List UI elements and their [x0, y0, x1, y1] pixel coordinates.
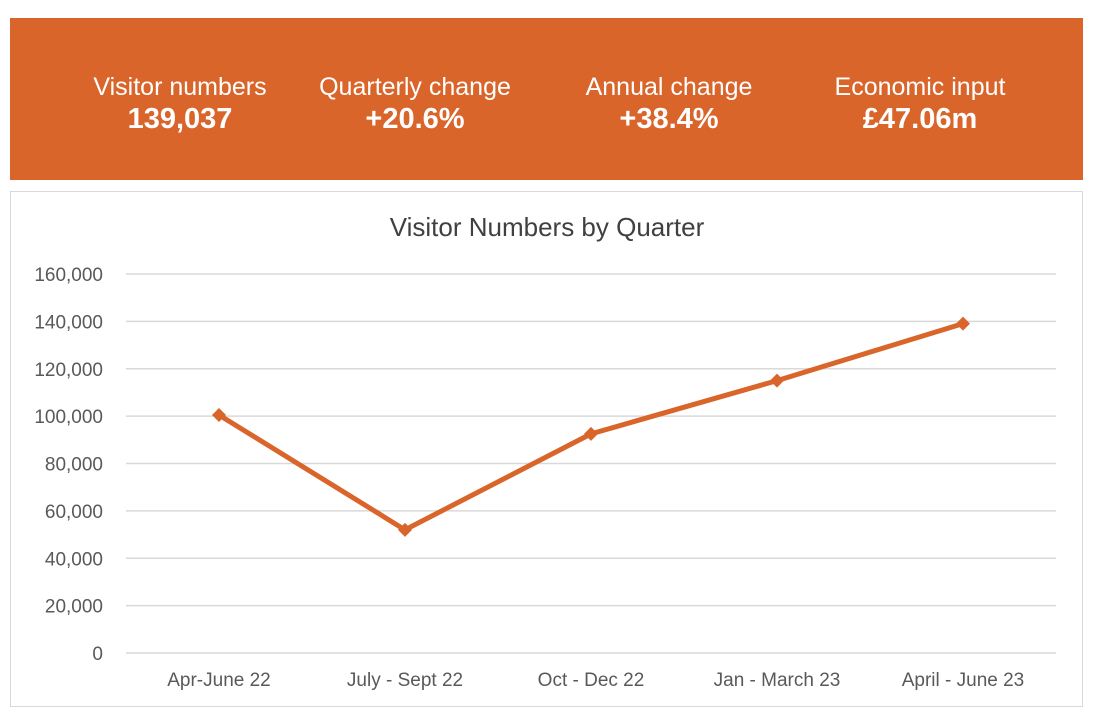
- kpi-economic-input: Economic input £47.06m: [800, 72, 1040, 136]
- chart-card: Visitor Numbers by Quarter 0 20,000 40,000…: [10, 191, 1083, 707]
- series-line: [217, 321, 964, 533]
- line-chart: Visitor Numbers by Quarter 0 20,000 40,000…: [34, 212, 1056, 691]
- kpi-value: +20.6%: [365, 103, 465, 135]
- x-tick-label: April - June 23: [902, 670, 1025, 691]
- kpi-label: Economic input: [834, 73, 1006, 101]
- kpi-value: 139,037: [127, 103, 233, 135]
- x-tick-label: Apr-June 22: [167, 670, 271, 691]
- kpi-label: Visitor numbers: [93, 73, 267, 101]
- y-tick-label: 120,000: [34, 360, 103, 381]
- y-tick-label: 60,000: [45, 502, 103, 523]
- data-point-marker: [398, 522, 412, 537]
- kpi-annual-change: Annual change +38.4%: [549, 72, 789, 136]
- x-axis-ticks: Apr-June 22 July - Sept 22 Oct - Dec 22 Jan…: [167, 670, 1024, 691]
- series-line-path: [217, 321, 964, 533]
- data-point-marker: [584, 426, 598, 441]
- kpi-label: Annual change: [585, 73, 753, 101]
- data-point-marker: [770, 373, 784, 388]
- kpi-label: Quarterly change: [319, 73, 511, 101]
- x-tick-label: Oct - Dec 22: [538, 670, 645, 691]
- y-tick-label: 140,000: [34, 312, 103, 333]
- y-tick-label: 0: [92, 644, 103, 665]
- data-point-marker: [956, 316, 970, 331]
- kpi-banner: Visitor numbers 139,037 Quarterly change…: [10, 18, 1083, 180]
- x-tick-label: Jan - March 23: [714, 670, 841, 691]
- y-tick-label: 100,000: [34, 407, 103, 428]
- y-tick-label: 20,000: [45, 597, 103, 618]
- y-tick-label: 40,000: [45, 549, 103, 570]
- y-tick-label: 80,000: [45, 455, 103, 476]
- chart-title: Visitor Numbers by Quarter: [390, 212, 705, 242]
- y-tick-label: 160,000: [34, 265, 103, 286]
- kpi-quarterly-change: Quarterly change +20.6%: [295, 72, 535, 136]
- kpi-value: £47.06m: [862, 103, 978, 135]
- gridlines: [126, 273, 1056, 654]
- kpi-value: +38.4%: [619, 103, 719, 135]
- series-markers: [212, 316, 970, 537]
- y-axis-ticks: 0 20,000 40,000 60,000 80,000 100,000 120,000 1…: [34, 265, 103, 665]
- x-tick-label: July - Sept 22: [347, 670, 463, 691]
- data-point-marker: [212, 407, 226, 422]
- kpi-visitor-numbers: Visitor numbers 139,037: [60, 72, 300, 136]
